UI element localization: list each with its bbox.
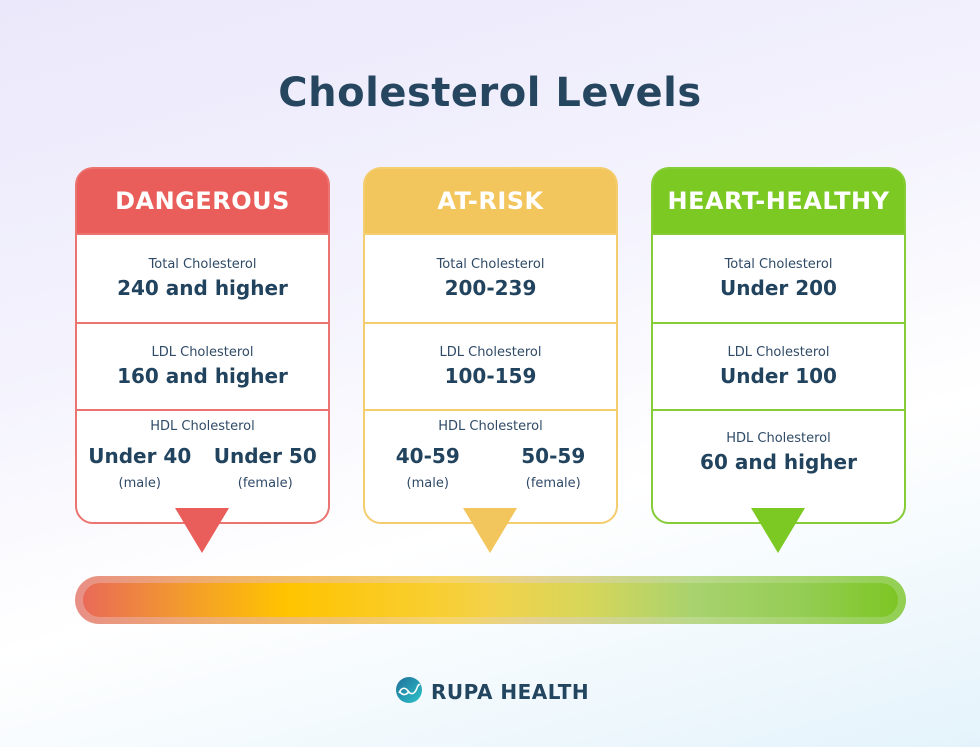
card-header-heart-healthy: HEART-HEALTHY bbox=[653, 169, 904, 233]
ldl-cholesterol-row: LDL Cholesterol Under 100 bbox=[653, 322, 904, 409]
pointer-triangle-icon bbox=[751, 508, 805, 553]
hdl-female-label: (female) bbox=[525, 476, 581, 491]
ldl-cholesterol-row: LDL Cholesterol 160 and higher bbox=[77, 322, 328, 409]
hdl-cholesterol-row: HDL Cholesterol 60 and higher bbox=[653, 409, 904, 522]
ldl-cholesterol-value: 100-159 bbox=[444, 364, 537, 388]
card-dangerous: DANGEROUS Total Cholesterol 240 and high… bbox=[75, 167, 330, 524]
total-cholesterol-label: Total Cholesterol bbox=[148, 257, 257, 272]
pointer-triangle-icon bbox=[175, 508, 229, 553]
hdl-male-value: Under 40 bbox=[88, 444, 192, 468]
total-cholesterol-label: Total Cholesterol bbox=[436, 257, 545, 272]
total-cholesterol-label: Total Cholesterol bbox=[724, 257, 833, 272]
hdl-female: Under 50 (female) bbox=[214, 444, 317, 491]
hdl-split: Under 40 (male) Under 50 (female) bbox=[77, 444, 328, 491]
ldl-cholesterol-label: LDL Cholesterol bbox=[439, 345, 542, 360]
hdl-split: 40-59 (male) 50-59 (female) bbox=[365, 444, 616, 491]
hdl-male: Under 40 (male) bbox=[88, 444, 191, 491]
total-cholesterol-row: Total Cholesterol 240 and higher bbox=[77, 233, 328, 322]
page-title: Cholesterol Levels bbox=[278, 70, 702, 116]
pointer-triangle-icon bbox=[463, 508, 517, 553]
ldl-cholesterol-label: LDL Cholesterol bbox=[727, 345, 830, 360]
card-heart-healthy: HEART-HEALTHY Total Cholesterol Under 20… bbox=[651, 167, 906, 524]
hdl-cholesterol-value: 60 and higher bbox=[700, 450, 857, 474]
hdl-male: 40-59 (male) bbox=[396, 444, 460, 491]
hdl-cholesterol-row: HDL Cholesterol Under 40 (male) Under 50… bbox=[77, 409, 328, 522]
hdl-female-value: 50-59 bbox=[521, 444, 586, 468]
hdl-female-value: Under 50 bbox=[213, 444, 317, 468]
scale-bar-gradient bbox=[83, 583, 898, 617]
rupa-health-logo-icon bbox=[395, 676, 423, 708]
total-cholesterol-value: 200-239 bbox=[444, 276, 537, 300]
total-cholesterol-row: Total Cholesterol Under 200 bbox=[653, 233, 904, 322]
hdl-cholesterol-label: HDL Cholesterol bbox=[150, 419, 255, 434]
card-header-at-risk: AT-RISK bbox=[365, 169, 616, 233]
hdl-male-label: (male) bbox=[406, 476, 449, 491]
ldl-cholesterol-label: LDL Cholesterol bbox=[151, 345, 254, 360]
hdl-male-value: 40-59 bbox=[395, 444, 460, 468]
hdl-female-label: (female) bbox=[237, 476, 293, 491]
ldl-cholesterol-value: Under 100 bbox=[720, 364, 837, 388]
card-at-risk: AT-RISK Total Cholesterol 200-239 LDL Ch… bbox=[363, 167, 618, 524]
hdl-male-label: (male) bbox=[118, 476, 161, 491]
hdl-cholesterol-label: HDL Cholesterol bbox=[726, 431, 831, 446]
ldl-cholesterol-row: LDL Cholesterol 100-159 bbox=[365, 322, 616, 409]
ldl-cholesterol-value: 160 and higher bbox=[117, 364, 288, 388]
hdl-cholesterol-row: HDL Cholesterol 40-59 (male) 50-59 (fema… bbox=[365, 409, 616, 522]
rupa-health-logo-text: RUPA HEALTH bbox=[431, 680, 590, 704]
card-header-dangerous: DANGEROUS bbox=[77, 169, 328, 233]
total-cholesterol-value: Under 200 bbox=[720, 276, 837, 300]
hdl-female: 50-59 (female) bbox=[521, 444, 585, 491]
rupa-health-logo: RUPA HEALTH bbox=[395, 676, 589, 708]
total-cholesterol-value: 240 and higher bbox=[117, 276, 288, 300]
total-cholesterol-row: Total Cholesterol 200-239 bbox=[365, 233, 616, 322]
hdl-cholesterol-label: HDL Cholesterol bbox=[438, 419, 543, 434]
